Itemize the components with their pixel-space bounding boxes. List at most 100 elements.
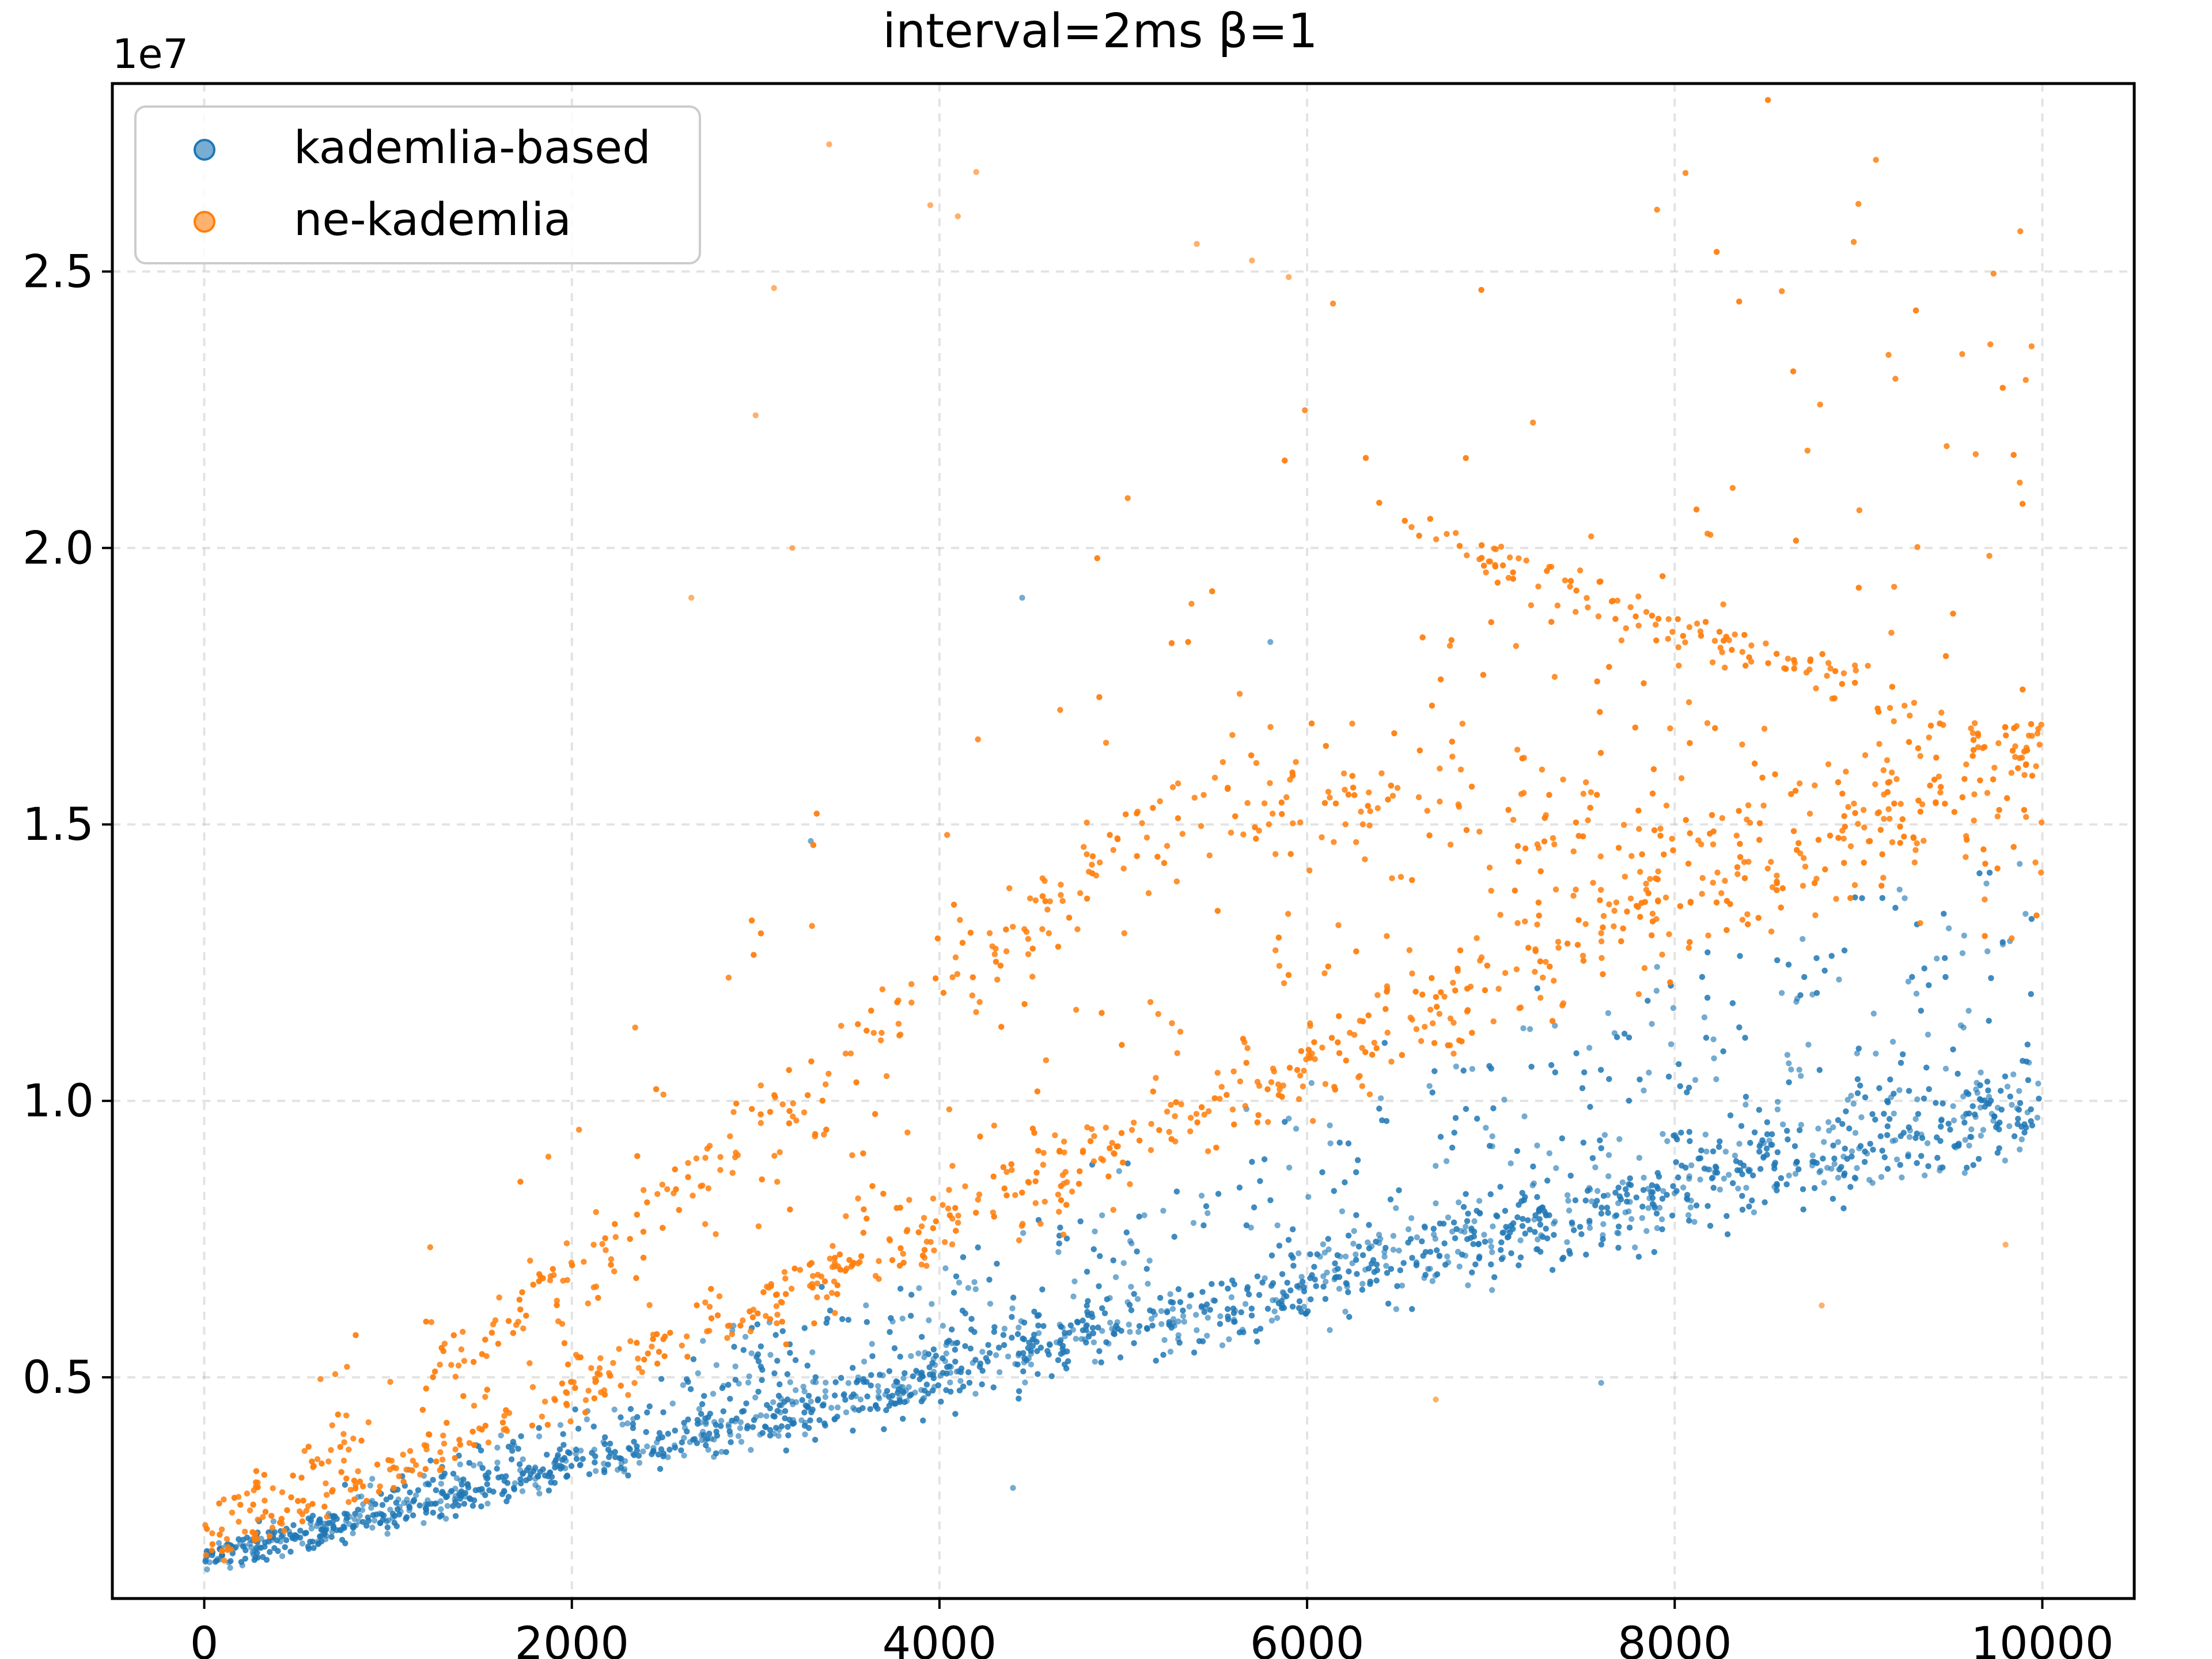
data-point-kademlia-based <box>1649 1021 1655 1027</box>
data-point-kademlia-based <box>1757 1166 1764 1172</box>
data-point-kademlia-based <box>1839 1121 1846 1127</box>
data-point-kademlia-based <box>512 1480 518 1486</box>
data-point-kademlia-based <box>1942 955 1948 961</box>
data-point-kademlia-based <box>558 1465 564 1472</box>
data-point-kademlia-based <box>1029 1343 1036 1349</box>
data-point-kademlia-based <box>1857 1082 1863 1089</box>
data-point-kademlia-based <box>1066 1330 1073 1336</box>
data-point-kademlia-based <box>1086 1334 1092 1340</box>
data-point-kademlia-based <box>1453 1226 1460 1232</box>
data-point-kademlia-based <box>2002 1073 2009 1080</box>
data-point-kademlia-based <box>1077 1218 1084 1225</box>
data-point-kademlia-based <box>1844 1097 1851 1103</box>
data-point-kademlia-based <box>757 1412 764 1419</box>
data-point-kademlia-based <box>1322 1296 1329 1302</box>
data-point-kademlia-based <box>1228 1294 1235 1301</box>
data-point-kademlia-based <box>1443 1158 1450 1164</box>
data-point-kademlia-based <box>1866 1177 1873 1183</box>
data-point-kademlia-based <box>1332 1260 1338 1267</box>
data-point-kademlia-based <box>1684 1089 1690 1096</box>
data-point-kademlia-based <box>660 1453 666 1460</box>
data-point-kademlia-based <box>1701 1014 1708 1021</box>
data-point-kademlia-based <box>706 1430 713 1437</box>
data-point-kademlia-based <box>1745 1168 1752 1175</box>
data-point-kademlia-based <box>1963 1089 1969 1096</box>
data-point-kademlia-based <box>643 1429 649 1435</box>
data-point-kademlia-based <box>1164 1309 1171 1316</box>
data-point-kademlia-based <box>586 1471 593 1478</box>
data-point-kademlia-based <box>787 1350 793 1356</box>
data-point-kademlia-based <box>1878 1174 1885 1180</box>
data-point-kademlia-based <box>255 1554 261 1561</box>
data-point-kademlia-based <box>1366 1222 1372 1228</box>
data-point-kademlia-based <box>305 1543 312 1550</box>
data-point-kademlia-based <box>1664 1138 1671 1145</box>
data-point-kademlia-based <box>1153 1357 1159 1364</box>
data-point-kademlia-based <box>1962 1137 1968 1143</box>
data-point-kademlia-based <box>372 1501 378 1508</box>
data-point-kademlia-based <box>690 1356 697 1362</box>
data-point-kademlia-based <box>1564 1239 1570 1245</box>
data-point-kademlia-based <box>1800 935 1806 942</box>
data-point-kademlia-based <box>1345 1289 1351 1296</box>
data-point-kademlia-based <box>1530 1163 1536 1170</box>
data-point-kademlia-based <box>328 1533 335 1540</box>
data-point-kademlia-based <box>1177 1299 1184 1305</box>
data-point-kademlia-based <box>1991 1113 1998 1120</box>
data-point-kademlia-based <box>2028 991 2034 997</box>
data-point-kademlia-based <box>694 1421 701 1427</box>
data-point-kademlia-based <box>1637 1076 1643 1083</box>
data-point-kademlia-based <box>1914 1160 1920 1166</box>
data-point-kademlia-based <box>1950 1117 1957 1124</box>
data-point-kademlia-based <box>1710 1184 1717 1191</box>
data-point-kademlia-based <box>309 1513 316 1519</box>
data-point-kademlia-based <box>1420 1252 1426 1259</box>
data-point-kademlia-based <box>1566 1207 1573 1214</box>
data-point-kademlia-based <box>1544 1235 1551 1241</box>
data-point-kademlia-based <box>699 1401 706 1407</box>
data-point-kademlia-based <box>1451 1130 1457 1136</box>
data-point-kademlia-based <box>590 1423 597 1430</box>
data-point-kademlia-based <box>1760 1154 1767 1160</box>
data-point-kademlia-based <box>1774 1099 1781 1105</box>
data-point-kademlia-based <box>1896 1087 1903 1093</box>
data-point-kademlia-based <box>1985 1087 1991 1094</box>
data-point-kademlia-based <box>1475 1241 1482 1248</box>
data-point-kademlia-based <box>775 1433 782 1439</box>
data-point-kademlia-based <box>1283 1293 1290 1300</box>
data-point-kademlia-based <box>1749 1172 1756 1179</box>
data-point-kademlia-based <box>359 1507 366 1513</box>
data-point-kademlia-based <box>666 1446 673 1453</box>
data-point-kademlia-based <box>1134 1248 1140 1255</box>
data-point-kademlia-based <box>1813 1160 1820 1166</box>
data-point-kademlia-based <box>1502 1207 1509 1214</box>
data-point-kademlia-based <box>552 1457 559 1463</box>
data-point-kademlia-based <box>1713 1076 1719 1082</box>
data-point-kademlia-based <box>1327 1122 1333 1128</box>
data-point-kademlia-based <box>384 1531 391 1537</box>
data-point-kademlia-based <box>1319 1169 1325 1176</box>
data-point-kademlia-based <box>1913 990 1920 997</box>
data-point-kademlia-based <box>1393 1306 1400 1312</box>
data-point-kademlia-based <box>1390 1233 1397 1239</box>
data-point-kademlia-based <box>1238 1309 1244 1316</box>
data-point-kademlia-based <box>387 1494 394 1500</box>
data-point-kademlia-based <box>727 1396 733 1402</box>
data-point-kademlia-based <box>1525 1217 1531 1224</box>
data-point-kademlia-based <box>1413 1262 1420 1268</box>
data-point-kademlia-based <box>1879 895 1885 902</box>
data-point-kademlia-based <box>1820 1156 1826 1162</box>
data-point-kademlia-based <box>1960 1093 1967 1100</box>
data-point-kademlia-based <box>2016 1107 2022 1113</box>
data-point-kademlia-based <box>1606 1076 1612 1082</box>
data-point-kademlia-based <box>2009 1101 2015 1108</box>
data-point-kademlia-based <box>1084 1302 1090 1309</box>
data-point-kademlia-based <box>1703 1148 1710 1155</box>
data-point-kademlia-based <box>1230 1305 1237 1312</box>
data-point-kademlia-based <box>1621 1031 1628 1037</box>
data-point-kademlia-based <box>271 1545 278 1551</box>
data-point-kademlia-based <box>518 1433 524 1440</box>
data-point-kademlia-based <box>344 1511 350 1517</box>
data-point-kademlia-based <box>1747 1139 1753 1146</box>
data-point-kademlia-based <box>1553 1165 1559 1172</box>
